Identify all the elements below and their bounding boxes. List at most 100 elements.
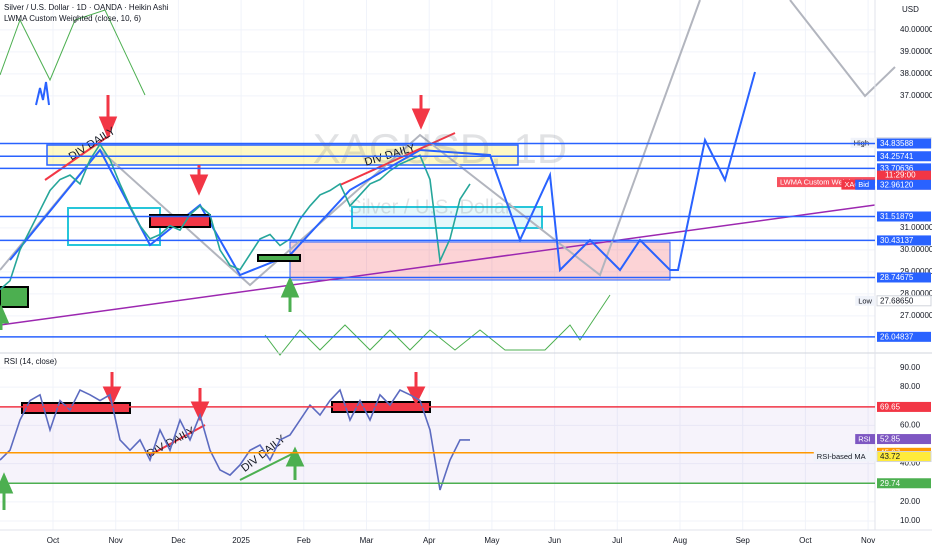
price-tag-label: 26.04837 [880,332,914,341]
series-line [0,142,471,291]
y-tick-label: 28.00000 [900,289,932,298]
div-line [239,451,297,481]
y-tick-label: 38.00000 [900,69,932,78]
countdown: 11:29:00 [885,171,916,180]
y-tick-label: 10.00 [900,516,921,525]
arrow [98,95,118,139]
tag-name: LWMA Custom Weighted [780,178,863,187]
arrow [280,276,300,312]
price-tag [877,272,931,283]
price-tag-label: 33.70636 [880,164,914,173]
symbol-title: Silver / U.S. Dollar · 1D · OANDA · Heik… [4,3,169,12]
div-line [44,134,111,181]
path [0,9,146,96]
arrow [190,388,210,422]
zone [289,241,671,281]
price-tag-label: 52.85 [880,435,901,444]
tag-name-box [855,295,875,306]
x-tick-label: Oct [799,536,812,545]
x-tick-label: Nov [109,536,123,545]
price-tag-label: 28.74675 [880,273,914,282]
box [149,214,211,228]
price-tag [877,211,931,222]
x-tick-label: Dec [171,536,185,545]
zone [46,144,519,166]
x-tick-label: 2025 [232,536,250,545]
y-tick-label: 39.00000 [900,47,932,56]
path [789,0,896,98]
y-tick-label: 40.00 [900,459,921,468]
rsi-title: RSI (14, close) [4,357,57,366]
x-tick-label: Oct [47,536,60,545]
price-tag-label: 43.72 [880,452,901,461]
box [0,286,29,308]
tag-name-box [813,451,875,462]
x-tick-label: May [484,536,499,545]
x-tick-label: Jul [612,536,622,545]
x-tick-label: Jun [548,536,561,545]
drawings [0,0,932,531]
x-tick-label: Feb [297,536,311,545]
price-tag [877,235,931,246]
mini-bars [35,81,50,106]
arrow [102,372,122,407]
y-tick-label: 31.00000 [900,223,932,232]
watermark-name: Silver / U.S. Dollar [348,196,512,218]
price-tag-label: 69.65 [880,403,901,412]
price-tag [876,295,932,307]
price-tag [877,138,931,149]
path [264,294,611,356]
price-tag-label: 27.68650 [880,296,914,305]
arrow [285,446,305,480]
tag-name: RSI-based MA [817,452,866,461]
y-tick-label: 27.00000 [900,311,932,320]
price-tag-label: 34.25741 [880,152,914,161]
tag-name: Bid [858,180,869,189]
price-tag [877,401,931,412]
tag-name-box [777,177,875,188]
box [257,254,301,262]
price-tag [877,151,931,162]
y-tick-label: 37.00000 [900,91,932,100]
price-tag-label: 31.51879 [880,212,914,221]
x-tick-label: Aug [673,536,687,545]
indicator-title: LWMA Custom Weighted (close, 10, 6) [4,14,141,23]
tag-name: Low [858,296,872,305]
x-tick-label: Mar [360,536,374,545]
price-tag [877,434,931,445]
series-line [0,388,470,491]
price-tag-label: 29.74 [880,479,901,488]
zone [351,206,543,229]
price-tag [877,163,931,174]
tag-name: RSI [858,435,871,444]
price-tag-label: 32.96120 [880,180,914,189]
price-tag-label: 34.83588 [880,139,914,148]
y-tick-label: 80.00 [900,382,921,391]
trendline [0,204,876,326]
tag-name-box [855,179,875,190]
price-tag [877,478,931,489]
y-tick-label: 20.00 [900,497,921,506]
div-line [339,132,456,186]
price-tag [877,331,931,342]
y-tick-label: 29.00000 [900,267,932,276]
y-tick-label: 90.00 [900,363,921,372]
x-tick-label: Nov [861,536,875,545]
y-tick-label: 60.00 [900,420,921,429]
watermark: XAGUSD, 1D [313,125,567,172]
countdown-box [877,170,931,180]
arrow [406,372,426,406]
tag-name-box [855,434,875,445]
currency: USD [902,5,919,14]
y-tick-label: 40.00000 [900,25,932,34]
grid-layer [0,0,875,530]
price-tag [877,179,931,190]
x-tick-label: Apr [423,536,436,545]
x-tick-label: Sep [736,536,751,545]
price-tag [876,451,932,463]
div-line [149,424,206,456]
price-tag-label: 30.43137 [880,236,914,245]
arrow [0,304,10,330]
